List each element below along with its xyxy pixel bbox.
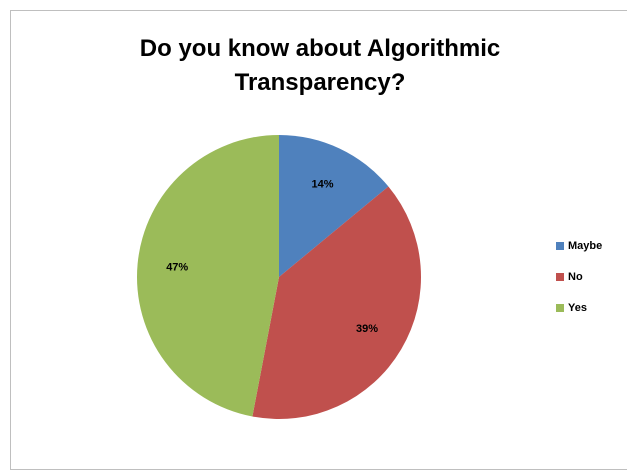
legend-label: Yes <box>568 302 587 314</box>
data-label: 39% <box>356 323 378 335</box>
legend-label: No <box>568 271 583 283</box>
legend-swatch <box>556 273 564 281</box>
pie-slice <box>252 186 422 419</box>
chart: 14% 39% 47% Maybe No Yes <box>136 135 602 419</box>
legend-swatch <box>556 304 564 312</box>
chart-title: Do you know about Algorithmic Transparen… <box>139 35 501 96</box>
legend-swatch <box>556 242 564 250</box>
legend-label: Maybe <box>568 240 602 252</box>
pie-slice <box>279 135 389 277</box>
chart-area: Do you know about Algorithmic Transparen… <box>10 10 627 470</box>
data-label: 14% <box>312 178 334 190</box>
pie-slice <box>136 135 279 417</box>
data-label: 47% <box>166 261 188 273</box>
